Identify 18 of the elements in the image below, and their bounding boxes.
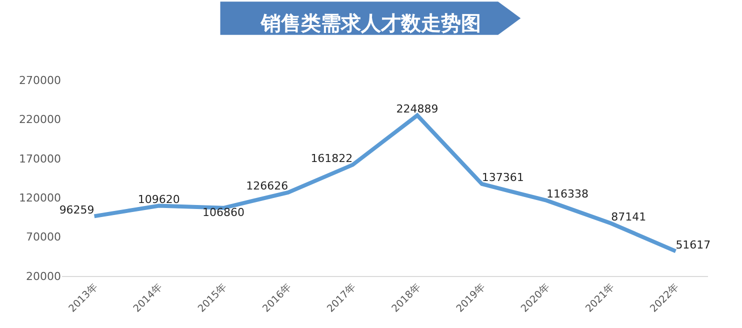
data-label: 96259 [59,203,94,216]
line-series [92,113,678,254]
y-tick-label: 20000 [26,270,61,283]
y-tick-label: 220000 [19,113,61,126]
data-label: 116338 [546,188,588,201]
data-label: 87141 [611,210,646,224]
data-label: 51617 [676,238,711,252]
data-label: 109620 [138,192,180,206]
y-tick-label: 120000 [19,191,61,204]
data-label: 106860 [202,206,244,220]
data-label: 224889 [396,102,438,116]
chart-title: 销售类需求人才数走势图 [260,10,481,35]
data-label: 137361 [482,171,524,184]
y-tick-label: 70000 [26,230,61,244]
data-label: 161822 [310,152,353,166]
data-label: 126626 [246,180,288,193]
y-tick-label: 170000 [19,152,61,166]
y-tick-label: 270000 [19,74,61,87]
